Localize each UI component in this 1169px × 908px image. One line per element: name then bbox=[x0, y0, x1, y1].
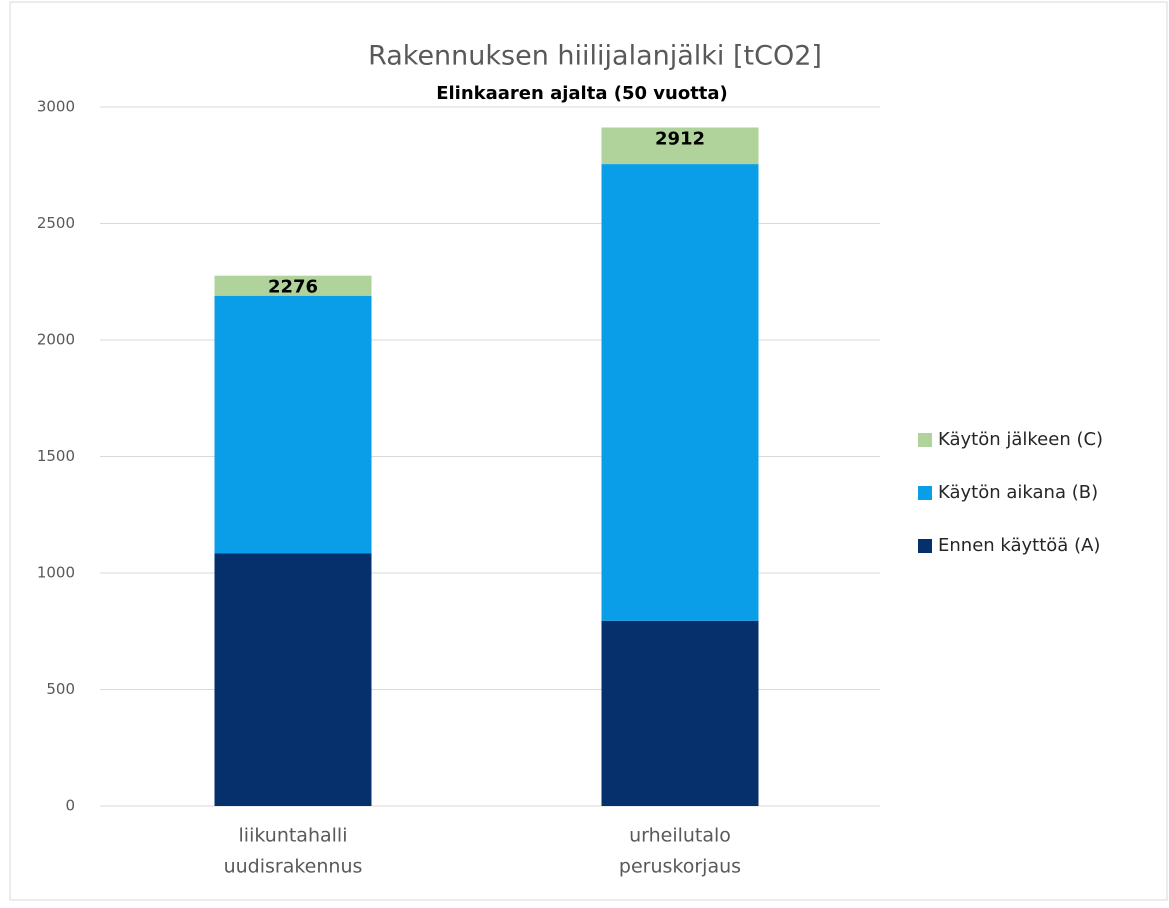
legend-label: Käytön aikana (B) bbox=[938, 482, 1098, 503]
legend-swatch bbox=[918, 433, 932, 447]
bar-segment bbox=[601, 620, 759, 806]
chart-title: Rakennuksen hiilijalanjälki [tCO2] bbox=[368, 41, 822, 72]
total-label: 2276 bbox=[268, 277, 318, 298]
legend-swatch bbox=[918, 486, 932, 500]
y-tick-label: 2500 bbox=[37, 214, 75, 232]
y-tick-label: 0 bbox=[65, 797, 75, 815]
bar-segment bbox=[601, 127, 759, 165]
y-tick-label: 500 bbox=[46, 680, 75, 698]
x-tick-label: liikuntahalli bbox=[239, 825, 348, 847]
legend-label: Käytön jälkeen (C) bbox=[938, 429, 1103, 450]
legend-label: Ennen käyttöä (A) bbox=[938, 535, 1100, 556]
chart-frame bbox=[9, 1, 1168, 901]
total-label: 2912 bbox=[655, 129, 705, 150]
bar-segment bbox=[214, 295, 372, 554]
x-tick-label: uudisrakennus bbox=[224, 856, 363, 878]
bar-segment bbox=[214, 553, 372, 806]
y-tick-label: 2000 bbox=[37, 331, 75, 349]
bar-segment bbox=[214, 275, 372, 296]
y-tick-label: 1000 bbox=[37, 564, 75, 582]
x-tick-label: urheilutalo bbox=[629, 825, 731, 847]
y-tick-label: 3000 bbox=[37, 98, 75, 116]
x-tick-label: peruskorjaus bbox=[619, 856, 741, 878]
chart-subtitle: Elinkaaren ajalta (50 vuotta) bbox=[436, 83, 728, 104]
y-tick-label: 1500 bbox=[37, 447, 75, 465]
legend-swatch bbox=[918, 539, 932, 553]
bar-segment bbox=[601, 164, 759, 621]
